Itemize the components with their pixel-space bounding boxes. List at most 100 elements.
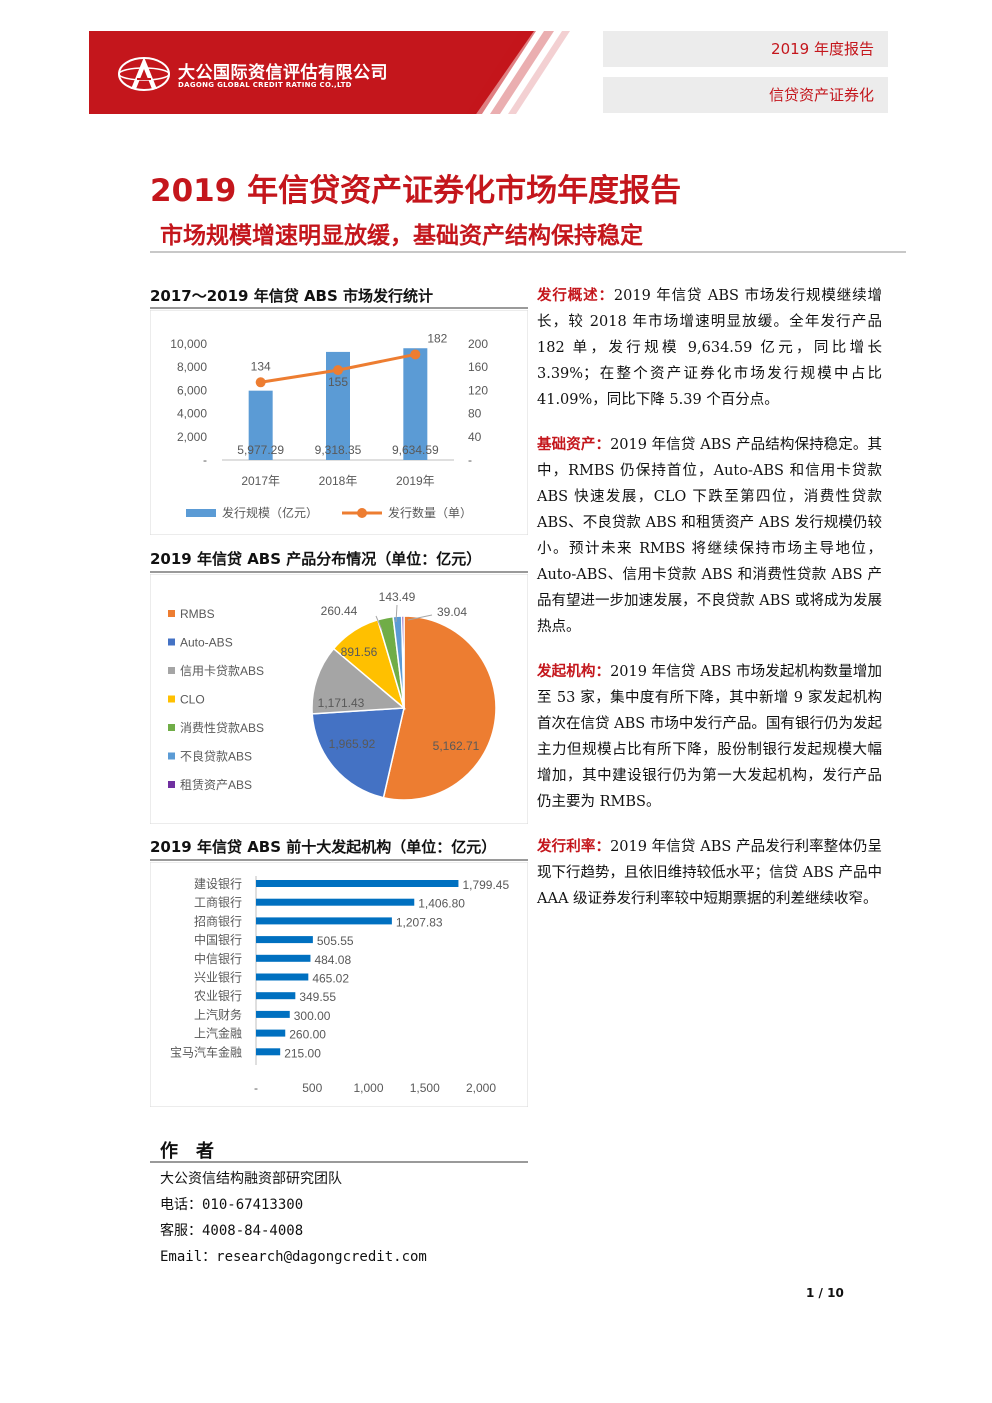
bar-value-label: 349.55: [299, 990, 336, 1004]
category-label: 中国银行: [194, 932, 242, 947]
paragraph-lead: 发行概述：: [537, 288, 614, 304]
y-left-tick-label: 8,000: [177, 360, 207, 374]
x-tick-label: 500: [302, 1081, 322, 1095]
bar: [403, 348, 428, 460]
author-service: 客服：4008-84-4008: [160, 1223, 304, 1239]
paragraph-text: 2019 年信贷 ABS 市场发行规模继续增长，较 2018 年市场增速明显放缓…: [537, 288, 883, 408]
y-right-tick-label: 160: [468, 360, 488, 374]
legend-label: 不良贷款ABS: [180, 749, 252, 764]
header-banner: [89, 31, 534, 114]
paragraph-text: 2019 年信贷 ABS 产品发行利率整体仍呈现下行趋势，且依旧维持较低水平；信…: [537, 839, 883, 907]
bar-value-label: 505.55: [317, 934, 354, 948]
paragraph-originators: 发起机构：2019 年信贷 ABS 市场发起机构数量增加至 53 家，集中度有所…: [537, 659, 882, 815]
x-tick-label: 2,000: [466, 1081, 496, 1095]
legend-swatch: [168, 724, 175, 731]
legend-label-bars: 发行规模（亿元）: [222, 505, 318, 520]
paragraph-issuance: 发行概述：2019 年信贷 ABS 市场发行规模继续增长，较 2018 年市场增…: [537, 283, 882, 413]
line-value-label: 134: [251, 359, 271, 373]
paragraph-lead: 发起机构：: [537, 664, 611, 680]
bar-value-label: 465.02: [312, 972, 349, 986]
chart1-divider: [150, 307, 528, 309]
chart2-divider: [150, 571, 528, 573]
legend-swatch: [168, 695, 175, 703]
legend-label: CLO: [180, 693, 205, 707]
pie-slice: [311, 647, 406, 715]
category-label: 宝马汽车金融: [170, 1044, 242, 1059]
legend-marker-line: [357, 508, 367, 518]
author-heading: 作 者: [160, 1141, 214, 1162]
line-point: [255, 377, 266, 388]
chart2-title: 2019 年信贷 ABS 产品分布情况（单位：亿元）: [150, 550, 482, 568]
pie-value-label: 5,162.71: [433, 739, 480, 753]
leader-line: [375, 615, 383, 631]
pie-value-label: 1,965.92: [329, 737, 376, 751]
legend-swatch: [168, 781, 175, 788]
company-name-cn: 大公国际资信评估有限公司: [178, 63, 388, 83]
pie-value-label: 143.49: [379, 590, 416, 604]
paragraph-lead: 基础资产：: [537, 437, 611, 453]
page-title: 2019 年信贷资产证券化市场年度报告: [150, 173, 682, 209]
category-label: 中信银行: [194, 951, 242, 966]
bar: [256, 898, 415, 906]
pie-value-label: 891.56: [341, 645, 378, 659]
category-label: 上汽财务: [194, 1007, 242, 1022]
bar: [248, 390, 273, 460]
bar-value-label: 9,318.35: [315, 443, 362, 457]
legend-label: Auto-ABS: [180, 636, 233, 650]
paragraph-rates: 发行利率：2019 年信贷 ABS 产品发行利率整体仍呈现下行趋势，且依旧维持较…: [537, 834, 882, 912]
bar-value-label: 1,207.83: [396, 915, 443, 929]
category-label: 建设银行: [194, 877, 242, 891]
x-tick-label: 2017年: [241, 474, 280, 488]
y-left-tick-label: 2,000: [177, 430, 207, 444]
category-label: 兴业银行: [194, 971, 242, 985]
author-divider: [150, 1161, 528, 1163]
paragraph-lead: 发行利率：: [537, 839, 611, 855]
summary-column: 发行概述：2019 年信贷 ABS 市场发行规模继续增长，较 2018 年市场增…: [537, 283, 882, 931]
legend-swatch: [168, 638, 175, 646]
y-right-tick-label: 200: [468, 337, 488, 351]
category-label: 上汽金融: [194, 1026, 242, 1041]
bar-value-label: 9,634.59: [392, 443, 439, 457]
leader-line: [407, 614, 433, 621]
pie-value-label: 260.44: [321, 604, 358, 618]
line-point: [333, 365, 343, 376]
page-number: 1 / 10: [806, 1286, 844, 1300]
bar: [256, 1048, 281, 1056]
pie-value-label: 1,171.43: [318, 696, 365, 710]
y-left-tick-label: 6,000: [177, 383, 207, 397]
x-tick-label: -: [254, 1081, 258, 1095]
bar-value-label: 1,406.80: [418, 897, 465, 911]
legend-label-line: 发行数量（单）: [388, 505, 472, 520]
bar: [256, 936, 313, 944]
bar: [256, 917, 392, 925]
product-pie-chart: 5,162.71 RMBS 1,965.92 Auto-ABS 1,171.43 信用卡贷…: [150, 574, 528, 824]
author-email[interactable]: Email：research@dagongcredit.com: [160, 1249, 427, 1265]
line-point: [410, 349, 421, 360]
x-tick-label: 2018年: [319, 474, 358, 488]
paragraph-text: 2019 年信贷 ABS 产品结构保持稳定。其中，RMBS 仍保持首位，Auto…: [537, 437, 883, 635]
header-stripes: [466, 31, 570, 114]
pie-slice: [382, 615, 497, 801]
bar-value-label: 215.00: [284, 1046, 321, 1060]
page-subtitle: 市场规模增速明显放缓，基础资产结构保持稳定: [160, 223, 643, 249]
bar: [256, 973, 309, 981]
legend-label: 信用卡贷款ABS: [180, 664, 264, 678]
pie-slice: [400, 615, 405, 709]
y-right-tick-label: 80: [468, 407, 482, 421]
legend-label: 租赁资产ABS: [180, 778, 252, 792]
bar: [256, 880, 459, 887]
author-phone: 电话：010-67413300: [160, 1197, 304, 1213]
y-left-tick-label: 10,000: [170, 337, 207, 351]
issuance-combo-chart: 10,000 8,000 6,000 4,000 2,000 - 200 160 120 80 40…: [150, 310, 528, 535]
bar-value-label: 5,977.29: [237, 443, 284, 457]
x-tick-label: 2019年: [396, 474, 435, 488]
paragraph-text: 2019 年信贷 ABS 市场发起机构数量增加至 53 家，集中度有所下降，其中…: [537, 664, 883, 810]
legend-label: 消费性贷款ABS: [180, 721, 264, 735]
leader-line: [395, 604, 398, 623]
x-tick-label: 1,000: [353, 1081, 383, 1095]
report-year-label: 2019 年度报告: [603, 31, 888, 67]
category-label: 工商银行: [194, 895, 242, 910]
category-label: 招商银行: [194, 913, 242, 928]
bar-value-label: 1,799.45: [462, 878, 509, 892]
legend-label: RMBS: [180, 607, 215, 621]
